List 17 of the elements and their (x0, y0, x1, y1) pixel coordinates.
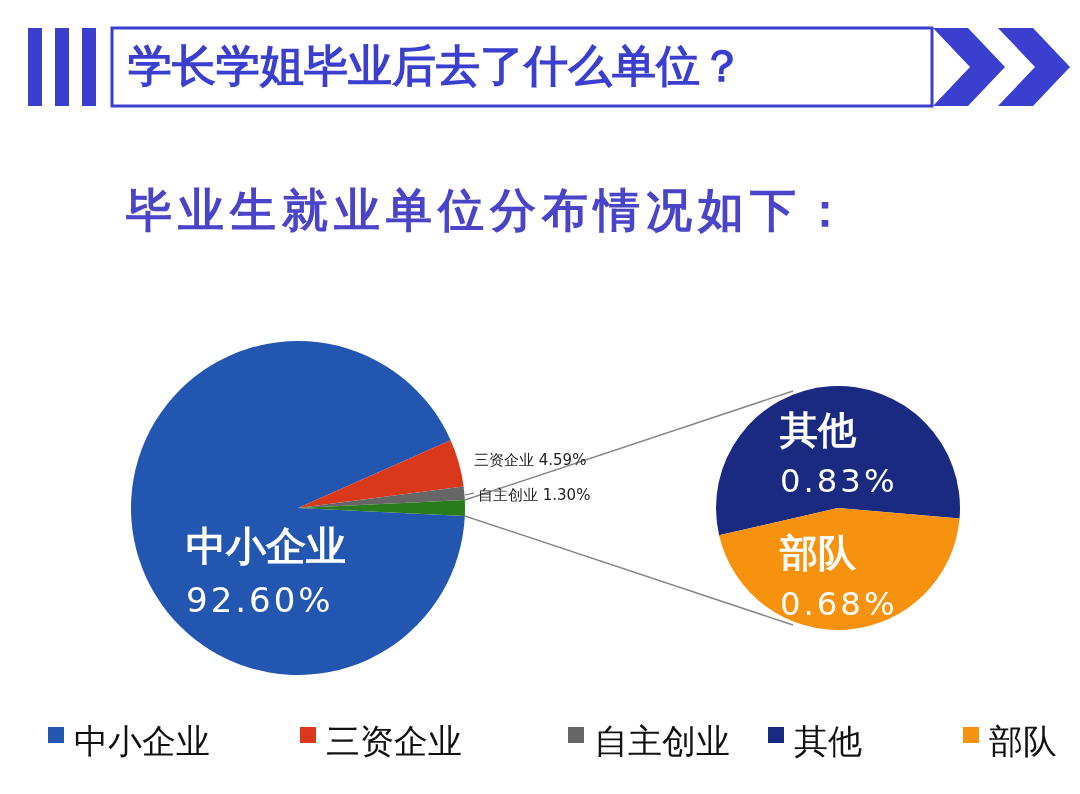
slice-label: 其他 (779, 408, 857, 452)
slice-label: 部队 (779, 531, 857, 575)
legend-label: 其他 (794, 720, 862, 761)
chart-title: 学长学姐毕业后去了什么单位？ (128, 40, 744, 91)
data-label: 0.68% (780, 585, 898, 624)
slice-label: 中小企业 (186, 523, 346, 569)
chart-subtitle: 毕业生就业单位分布情况如下： (125, 183, 854, 237)
legend-label: 自主创业 (594, 720, 730, 761)
legend-label: 部队 (989, 720, 1057, 761)
pie-slice (131, 341, 465, 675)
pie-slice (298, 440, 464, 508)
legend-label: 中小企业 (74, 720, 210, 761)
category-label: 自主创业 1.30% (478, 486, 591, 504)
data-label: 92.60% (186, 580, 334, 620)
data-label: 0.83% (780, 462, 898, 501)
category-label: 三资企业 4.59% (474, 451, 587, 469)
legend-label: 三资企业 (326, 720, 462, 761)
